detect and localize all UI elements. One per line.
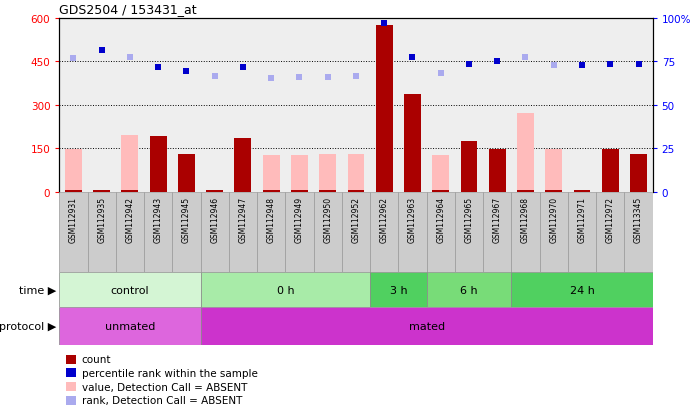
Bar (517, 190, 534, 192)
Text: GSM112931: GSM112931 (69, 196, 78, 242)
Bar (291, 190, 308, 192)
Bar (483, 192, 512, 273)
Bar (206, 190, 223, 192)
Bar (285, 192, 313, 273)
Bar (313, 192, 342, 273)
Bar (426, 273, 512, 308)
Text: GSM112935: GSM112935 (97, 196, 106, 242)
Text: GSM112962: GSM112962 (380, 196, 389, 242)
Bar (540, 192, 568, 273)
Bar (489, 150, 506, 192)
Bar (574, 190, 591, 192)
Text: GSM112964: GSM112964 (436, 196, 445, 242)
Text: GDS2504 / 153431_at: GDS2504 / 153431_at (59, 3, 197, 16)
Bar (59, 192, 87, 273)
Bar (596, 192, 625, 273)
Text: GSM112946: GSM112946 (210, 196, 219, 242)
Text: control: control (111, 285, 149, 295)
Bar (404, 95, 421, 192)
Text: GSM112950: GSM112950 (323, 196, 332, 242)
Bar (512, 273, 653, 308)
Text: value, Detection Call = ABSENT: value, Detection Call = ABSENT (82, 382, 247, 392)
Text: GSM112942: GSM112942 (126, 196, 135, 242)
Text: 24 h: 24 h (570, 285, 595, 295)
Bar (517, 114, 534, 192)
Text: count: count (82, 354, 111, 364)
Bar (172, 192, 200, 273)
Text: rank, Detection Call = ABSENT: rank, Detection Call = ABSENT (82, 395, 242, 405)
Text: GSM112947: GSM112947 (239, 196, 248, 242)
Text: GSM113345: GSM113345 (634, 196, 643, 242)
Bar (200, 192, 229, 273)
Bar (630, 154, 647, 192)
Text: GSM112968: GSM112968 (521, 196, 530, 242)
Bar (94, 190, 110, 192)
Bar (348, 190, 364, 192)
Text: GSM112963: GSM112963 (408, 196, 417, 242)
Text: 6 h: 6 h (460, 285, 478, 295)
Bar (545, 150, 562, 192)
Bar (116, 192, 144, 273)
Bar (512, 192, 540, 273)
Bar (602, 150, 618, 192)
Bar (399, 192, 426, 273)
Bar (59, 273, 200, 308)
Text: unmated: unmated (105, 321, 155, 331)
Bar (200, 308, 653, 345)
Bar (150, 137, 167, 192)
Text: GSM112948: GSM112948 (267, 196, 276, 242)
Text: time ▶: time ▶ (19, 285, 56, 295)
Bar (65, 150, 82, 192)
Text: GSM112945: GSM112945 (182, 196, 191, 242)
Bar (568, 192, 596, 273)
Bar (59, 308, 200, 345)
Bar (319, 190, 336, 192)
Bar (144, 192, 172, 273)
Text: GSM112972: GSM112972 (606, 196, 615, 242)
Bar (376, 26, 393, 192)
Bar (455, 192, 483, 273)
Bar (121, 135, 138, 192)
Bar (229, 192, 257, 273)
Bar (370, 192, 399, 273)
Text: protocol ▶: protocol ▶ (0, 321, 56, 331)
Bar (178, 154, 195, 192)
Bar (257, 192, 285, 273)
Bar (342, 192, 370, 273)
Bar (235, 139, 251, 192)
Bar (370, 273, 426, 308)
Bar (200, 273, 370, 308)
Bar (291, 156, 308, 192)
Text: GSM112949: GSM112949 (295, 196, 304, 242)
Bar (87, 192, 116, 273)
Text: 0 h: 0 h (276, 285, 294, 295)
Text: percentile rank within the sample: percentile rank within the sample (82, 368, 258, 378)
Text: GSM112970: GSM112970 (549, 196, 558, 242)
Text: 3 h: 3 h (389, 285, 407, 295)
Bar (262, 190, 280, 192)
Bar (121, 190, 138, 192)
Bar (461, 141, 477, 192)
Bar (319, 154, 336, 192)
Bar (348, 154, 364, 192)
Bar (625, 192, 653, 273)
Bar (426, 192, 455, 273)
Bar (432, 156, 450, 192)
Bar (432, 190, 450, 192)
Bar (262, 156, 280, 192)
Text: GSM112967: GSM112967 (493, 196, 502, 242)
Text: mated: mated (408, 321, 445, 331)
Text: GSM112971: GSM112971 (577, 196, 586, 242)
Bar (65, 190, 82, 192)
Bar (545, 190, 562, 192)
Text: GSM112943: GSM112943 (154, 196, 163, 242)
Text: GSM112952: GSM112952 (352, 196, 360, 242)
Text: GSM112965: GSM112965 (464, 196, 473, 242)
